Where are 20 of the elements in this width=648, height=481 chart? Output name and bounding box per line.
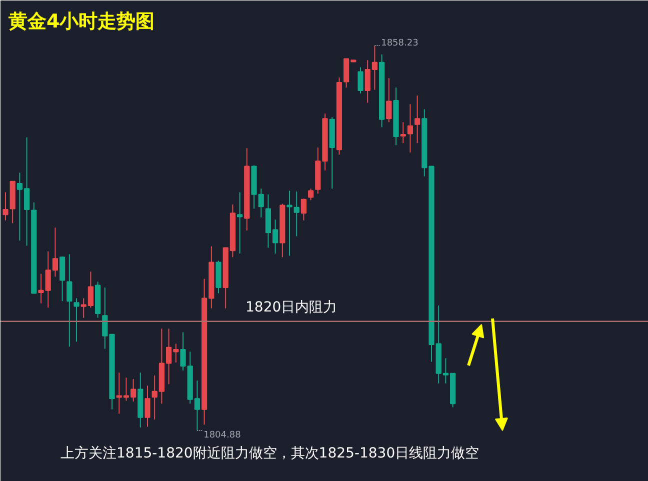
- candlestick: [59, 256, 66, 302]
- candlestick: [300, 198, 307, 221]
- candlestick: [144, 385, 150, 428]
- candlestick: [414, 95, 420, 144]
- candlestick: [386, 78, 392, 123]
- candlestick: [2, 192, 8, 221]
- annotation: 1858.23: [381, 38, 418, 48]
- candlestick: [358, 66, 364, 94]
- text: 上方关注1815-1820附近阻力做空，其次1825-1830日线阻力做空: [60, 446, 480, 462]
- candlestick: [236, 192, 243, 254]
- candlestick: [286, 190, 292, 256]
- candlestick: [74, 298, 80, 342]
- annotation: 1804.88: [204, 430, 242, 440]
- candlestick: [294, 190, 300, 237]
- candlestick: [308, 188, 314, 201]
- candlestick: [400, 122, 406, 144]
- candlestick: [66, 254, 72, 348]
- ref-line-label: 1820日内阻力: [246, 299, 338, 316]
- chart-title: 黄金4小时走势图: [8, 10, 155, 32]
- candlestick: [407, 104, 414, 154]
